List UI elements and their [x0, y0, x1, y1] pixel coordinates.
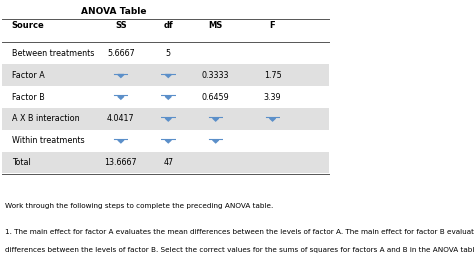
Text: 1. The main effect for factor A evaluates the mean differences between the level: 1. The main effect for factor A evaluate…: [5, 229, 474, 235]
Text: Source: Source: [12, 21, 45, 30]
Text: A X B interaction: A X B interaction: [12, 114, 80, 123]
Polygon shape: [118, 96, 124, 99]
Text: 1.75: 1.75: [264, 71, 282, 80]
Text: 0.6459: 0.6459: [202, 93, 229, 102]
Text: SS: SS: [115, 21, 127, 30]
Polygon shape: [165, 74, 171, 77]
Text: 4.0417: 4.0417: [107, 114, 135, 123]
Text: 13.6667: 13.6667: [105, 158, 137, 167]
Text: Between treatments: Between treatments: [12, 49, 94, 58]
Polygon shape: [213, 118, 219, 121]
Text: 5.6667: 5.6667: [107, 49, 135, 58]
Polygon shape: [270, 118, 275, 121]
Text: Within treatments: Within treatments: [12, 136, 84, 145]
Text: 47: 47: [163, 158, 173, 167]
Text: Total: Total: [12, 158, 31, 167]
Text: F: F: [270, 21, 275, 30]
Text: Work through the following steps to complete the preceding ANOVA table.: Work through the following steps to comp…: [5, 203, 273, 210]
Text: MS: MS: [209, 21, 223, 30]
Text: df: df: [164, 21, 173, 30]
Polygon shape: [165, 118, 171, 121]
Polygon shape: [213, 140, 219, 143]
Text: 5: 5: [166, 49, 171, 58]
Polygon shape: [118, 140, 124, 143]
Text: Factor A: Factor A: [12, 71, 45, 80]
Polygon shape: [118, 74, 124, 77]
Text: 3.39: 3.39: [264, 93, 282, 102]
Polygon shape: [165, 96, 171, 99]
Text: differences between the levels of factor B. Select the correct values for the su: differences between the levels of factor…: [5, 247, 474, 253]
Text: ANOVA Table: ANOVA Table: [81, 7, 146, 16]
Text: Factor B: Factor B: [12, 93, 45, 102]
Polygon shape: [165, 140, 171, 143]
Text: 0.3333: 0.3333: [202, 71, 229, 80]
